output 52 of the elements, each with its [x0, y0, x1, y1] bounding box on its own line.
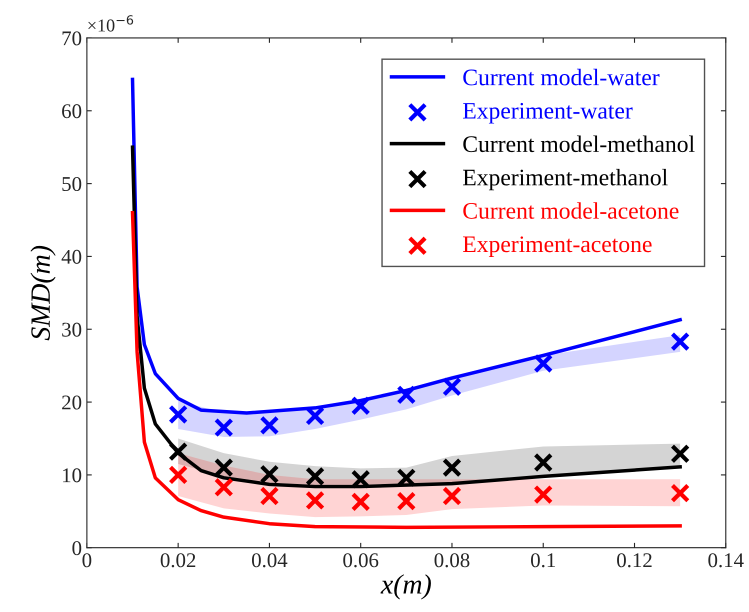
point	[670, 483, 690, 503]
y-tick-label: 20	[62, 395, 82, 410]
point	[168, 465, 188, 485]
point	[670, 332, 690, 352]
x-tick-label: 0.04	[252, 553, 288, 568]
y-axis-title: SMD(m)	[30, 246, 56, 340]
legend-label: Experiment-methanol	[462, 168, 668, 190]
point	[260, 486, 280, 506]
point	[350, 492, 370, 512]
legend-label: Current model-methanol	[463, 136, 695, 152]
point	[442, 486, 462, 506]
point	[214, 478, 234, 498]
y-tick-label: 0	[72, 541, 82, 556]
point	[534, 452, 553, 472]
legend-label: Experiment-water	[462, 102, 633, 124]
point	[396, 468, 416, 488]
y-tick-label: 60	[62, 104, 82, 118]
y-tick-label: 70	[62, 31, 82, 46]
point	[534, 354, 553, 374]
legend-label: Current model-water	[463, 68, 660, 86]
legend-label: Experiment-acetone	[462, 236, 652, 258]
y-tick-label: 10	[63, 468, 82, 482]
x-tick-label: 0.1	[531, 553, 556, 568]
point	[214, 458, 234, 478]
point	[168, 404, 188, 424]
point	[305, 406, 325, 426]
point	[442, 377, 462, 397]
point	[350, 470, 370, 490]
x-tick-label: 0.08	[434, 553, 470, 568]
x-tick-label: 0	[82, 553, 92, 568]
point	[396, 385, 416, 405]
x-tick-label: 0.06	[343, 553, 378, 568]
x-tick-label: 0.02	[160, 553, 196, 568]
y-tick-label: 40	[62, 250, 82, 264]
legend-label: Current model-acetone	[463, 202, 678, 219]
y-tick-label: 30	[62, 322, 82, 337]
x-tick-label: 0.14	[708, 553, 744, 568]
point	[305, 466, 325, 486]
point	[442, 458, 462, 478]
point	[350, 396, 370, 416]
text: ×10$^{−6}$	[88, 15, 134, 32]
point	[260, 464, 280, 484]
y-tick-label: 50	[62, 176, 82, 192]
x-tick-label: 0.12	[617, 553, 652, 568]
point	[534, 484, 553, 504]
point	[396, 491, 416, 511]
point	[305, 490, 325, 510]
point	[670, 444, 690, 464]
x-axis-title: x(m)	[380, 574, 431, 600]
point	[260, 416, 280, 436]
point	[168, 442, 188, 462]
point	[214, 418, 234, 438]
